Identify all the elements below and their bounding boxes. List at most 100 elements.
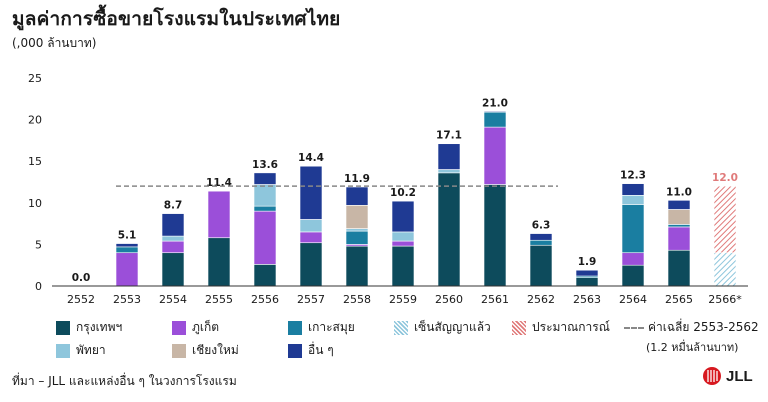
legend-item-samui: เกาะสมุย xyxy=(288,318,355,337)
bar-segment-phuket xyxy=(253,210,277,265)
legend-swatch-pattaya xyxy=(56,343,70,358)
bar-segment-chiangmai xyxy=(345,204,369,229)
bar-segment-bangkok xyxy=(667,249,691,287)
x-tick-label: 2564 xyxy=(619,293,647,306)
bar-segment-samui xyxy=(529,239,553,246)
legend-item-phuket: ภูเก็ต xyxy=(172,318,219,337)
x-tick-label: 2559 xyxy=(389,293,417,306)
bar-segment-bangkok xyxy=(207,237,231,287)
bar-segment-phuket xyxy=(161,240,185,254)
bar-segment-others xyxy=(437,143,461,170)
legend-label-phuket: ภูเก็ต xyxy=(192,320,220,334)
x-tick-label: 2558 xyxy=(343,293,371,306)
bar-segment-pattaya xyxy=(253,184,277,207)
y-tick-label: 20 xyxy=(28,114,42,127)
x-tick-label: 2562 xyxy=(527,293,555,306)
bar-segment-bangkok xyxy=(345,245,369,287)
bar-segment-others xyxy=(391,200,415,233)
jll-logo-text: JLL xyxy=(726,367,753,385)
bar-segment-others xyxy=(161,213,185,237)
bar-total-label: 0.0 xyxy=(72,272,91,284)
bar-segment-others xyxy=(529,233,553,241)
bar-segment-others xyxy=(575,269,599,277)
bar-segment-bangkok xyxy=(299,242,323,287)
legend-item-pattaya: พัทยา xyxy=(56,341,106,360)
bar-segment-bangkok xyxy=(437,172,461,287)
bar-total-label: 14.4 xyxy=(298,152,324,164)
bar-total-label: 11.4 xyxy=(206,177,232,189)
bar-segment-pattaya xyxy=(161,235,185,242)
bar-segment-bangkok xyxy=(529,244,553,287)
bar-segment-bangkok xyxy=(391,245,415,287)
legend-swatch-estimate xyxy=(512,320,526,335)
y-tick-label: 25 xyxy=(28,72,42,85)
x-tick-label: 2557 xyxy=(297,293,325,306)
jll-logo-icon xyxy=(703,367,721,385)
bar-total-label: 6.3 xyxy=(532,220,551,232)
legend-item-average: ค่าเฉลี่ย 2553-2562 xyxy=(624,318,759,337)
bar-total-label: 17.1 xyxy=(436,130,462,142)
bar-segment-others xyxy=(345,186,369,206)
bar-segment-signed xyxy=(713,252,737,287)
bar-segment-samui xyxy=(115,246,139,254)
bar-segment-others xyxy=(621,183,645,196)
bar-segment-bangkok xyxy=(575,277,599,287)
bar-total-label: 12.0 xyxy=(712,172,738,184)
bar-total-label: 13.6 xyxy=(252,159,278,171)
bar-total-label: 12.3 xyxy=(620,170,646,182)
x-tick-label: 2554 xyxy=(159,293,187,306)
bar-total-label: 10.2 xyxy=(390,187,416,199)
bar-segment-others xyxy=(667,200,691,210)
bar-segment-bangkok xyxy=(161,252,185,287)
legend-item-others: อื่น ๆ xyxy=(288,341,334,360)
bar-segment-pattaya xyxy=(345,228,369,232)
legend-swatch-average xyxy=(624,326,644,329)
legend-swatch-chiangmai xyxy=(172,343,186,358)
x-tick-label: 2555 xyxy=(205,293,233,306)
bar-segment-others xyxy=(253,172,277,185)
bar-segment-samui xyxy=(483,111,507,128)
x-tick-label: 2556 xyxy=(251,293,279,306)
bar-segment-phuket xyxy=(115,252,139,287)
bar-segment-samui xyxy=(667,224,691,228)
legend-item-estimate: ประมาณการณ์ xyxy=(512,318,610,337)
y-tick-label: 10 xyxy=(28,197,42,210)
legend-label-chiangmai: เชียงใหม่ xyxy=(192,343,239,357)
bar-segment-pattaya xyxy=(437,169,461,174)
bar-segment-phuket xyxy=(483,126,507,185)
bar-segment-bangkok xyxy=(621,264,645,287)
legend-label-estimate: ประมาณการณ์ xyxy=(532,320,610,334)
legend-swatch-bangkok xyxy=(56,320,70,335)
bar-total-label: 21.0 xyxy=(482,97,508,109)
bar-segment-samui xyxy=(345,230,369,245)
legend-item-bangkok: กรุงเทพฯ xyxy=(56,318,122,337)
y-tick-label: 5 xyxy=(35,238,42,251)
bar-total-label: 8.7 xyxy=(164,200,183,212)
x-tick-label: 2566* xyxy=(708,293,742,306)
bar-total-label: 11.0 xyxy=(666,186,692,198)
bar-segment-bangkok xyxy=(483,184,507,287)
bar-segment-samui xyxy=(253,205,277,212)
bar-segment-phuket xyxy=(207,190,231,239)
bar-total-label: 1.9 xyxy=(578,256,597,268)
x-tick-label: 2552 xyxy=(67,293,95,306)
bar-segment-chiangmai xyxy=(667,209,691,225)
legend-label-average: ค่าเฉลี่ย 2553-2562 xyxy=(648,320,759,334)
y-tick-label: 0 xyxy=(35,280,42,293)
bar-segment-phuket xyxy=(667,226,691,251)
bar-chart: 0 5 10 15 20 25 0.0 2552 5.1 2553 8.7 2554 11.4 2555 1… xyxy=(28,72,748,306)
legend-label-others: อื่น ๆ xyxy=(308,343,334,357)
bar-segment-phuket xyxy=(621,252,645,266)
bar-total-label: 5.1 xyxy=(118,230,137,242)
chart-title: มูลค่าการซื้อขายโรงแรมในประเทศไทย xyxy=(12,8,341,30)
chart-subtitle: (,000 ล้านบาท) xyxy=(12,36,97,50)
x-tick-label: 2565 xyxy=(665,293,693,306)
bar-segment-pattaya xyxy=(621,195,645,205)
average-note: (1.2 หมื่นล้านบาท) xyxy=(646,341,739,354)
x-tick-label: 2563 xyxy=(573,293,601,306)
legend-swatch-phuket xyxy=(172,320,186,335)
x-tick-label: 2561 xyxy=(481,293,509,306)
bar-segment-samui xyxy=(621,204,645,254)
bar-segment-phuket xyxy=(299,231,323,244)
bar-segment-phuket xyxy=(391,240,415,247)
